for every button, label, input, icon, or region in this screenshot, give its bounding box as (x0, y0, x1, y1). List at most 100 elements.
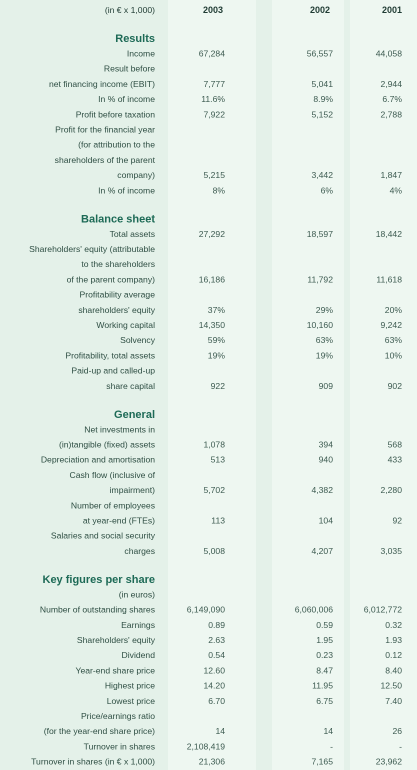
cell-value: 23,962 (376, 757, 403, 767)
row-label: Lowest price (107, 696, 155, 706)
cell-value: 18,597 (307, 229, 334, 239)
unit-label: (in € x 1,000) (105, 5, 155, 15)
cell-value: 0.32 (385, 620, 402, 630)
row-label: Profit before taxation (76, 109, 156, 119)
cell-value: 5,152 (311, 109, 333, 119)
row-label: Paid-up and called-up (71, 366, 155, 376)
cell-value: 2,788 (380, 109, 402, 119)
cell-value: 63% (316, 335, 334, 345)
cell-value: 11.95 (312, 681, 333, 691)
cell-value: 7,165 (311, 757, 333, 767)
row-label: (for attribution to the (78, 140, 155, 150)
cell-value: 21,306 (199, 757, 226, 767)
cell-value: 394 (319, 440, 334, 450)
cell-value: 7.40 (385, 696, 402, 706)
cell-value: 7,777 (203, 79, 225, 89)
cell-value: 19% (208, 350, 226, 360)
cell-value: 104 (319, 516, 334, 526)
cell-value: 11.6% (201, 94, 225, 104)
cell-value: 568 (388, 440, 403, 450)
cell-value: 1,847 (380, 170, 402, 180)
row-label: (in)tangible (fixed) assets (59, 440, 155, 450)
row-label: shareholders of the parent (55, 155, 156, 165)
row-label: charges (124, 546, 155, 556)
cell-value: 513 (211, 455, 226, 465)
row-label: (for the year-end share price) (44, 726, 155, 736)
row-label: company) (117, 170, 155, 180)
section-title: Balance sheet (81, 213, 155, 225)
cell-value: 5,702 (203, 485, 225, 495)
cell-value: 2,944 (380, 79, 402, 89)
column-band (272, 0, 344, 770)
row-label: impairment) (110, 485, 156, 495)
row-label: share capital (106, 381, 155, 391)
cell-value: 12.60 (203, 665, 225, 675)
row-label: (in euros) (119, 589, 155, 599)
cell-value: 8% (213, 185, 226, 195)
row-label: Shareholders' equity (77, 635, 156, 645)
row-label: Year-end share price (76, 665, 156, 675)
cell-value: 0.89 (208, 620, 225, 630)
row-label: In % of income (98, 185, 155, 195)
cell-value: 2,108,419 (187, 741, 225, 751)
row-label: Earnings (121, 620, 155, 630)
cell-value: 63% (385, 335, 403, 345)
row-label: Working capital (96, 320, 155, 330)
cell-value: 26 (392, 726, 402, 736)
cell-value: 3,035 (380, 546, 402, 556)
cell-value: 44,058 (376, 49, 403, 59)
cell-value: 29% (316, 305, 334, 315)
cell-value: 10% (385, 350, 403, 360)
cell-value: 19% (316, 350, 334, 360)
row-label: of the parent company) (67, 274, 156, 284)
row-label: Profit for the financial year (55, 125, 155, 135)
cell-value: 14.20 (203, 681, 225, 691)
cell-value: 1.95 (316, 635, 333, 645)
row-label: Turnover in shares (in € x 1,000) (31, 757, 155, 767)
column-band (350, 0, 417, 770)
cell-value: 7,922 (203, 109, 225, 119)
cell-value: 8.40 (385, 665, 402, 675)
section-title: Results (115, 33, 155, 45)
cell-value: - (330, 741, 333, 751)
cell-value: 20% (385, 305, 403, 315)
row-label: Result before (104, 64, 155, 74)
row-label: Cash flow (inclusive of (70, 470, 156, 480)
row-label: shareholders' equity (78, 305, 155, 315)
row-label: Profitability, total assets (65, 350, 155, 360)
cell-value: 4,207 (311, 546, 333, 556)
cell-value: 14 (323, 726, 333, 736)
cell-value: - (399, 741, 402, 751)
cell-value: 6.75 (316, 696, 333, 706)
cell-value: 5,008 (203, 546, 225, 556)
cell-value: 5,041 (311, 79, 333, 89)
cell-value: 6,149,090 (187, 605, 225, 615)
row-label: Total assets (110, 229, 155, 239)
cell-value: 940 (319, 455, 334, 465)
row-label: In % of income (98, 94, 155, 104)
row-label: Number of employees (71, 500, 155, 510)
cell-value: 11,618 (376, 274, 402, 284)
section-title: General (114, 409, 155, 421)
cell-value: 6.70 (208, 696, 225, 706)
cell-value: 8.9% (313, 94, 333, 104)
row-label: net financing income (EBIT) (49, 79, 155, 89)
cell-value: 1.93 (385, 635, 402, 645)
row-label: Income (127, 49, 155, 59)
cell-value: 37% (208, 305, 226, 315)
row-label: Price/earnings ratio (81, 711, 155, 721)
cell-value: 8.47 (316, 665, 333, 675)
year-header: 2003 (203, 5, 223, 15)
cell-value: 909 (319, 381, 334, 391)
cell-value: 18,442 (376, 229, 403, 239)
cell-value: 14,350 (199, 320, 226, 330)
row-label: Depreciation and amortisation (41, 455, 155, 465)
row-label: Salaries and social security (51, 531, 156, 541)
cell-value: 3,442 (311, 170, 333, 180)
cell-value: 27,292 (199, 229, 226, 239)
row-label: Number of outstanding shares (40, 605, 155, 615)
year-header: 2001 (382, 5, 402, 15)
cell-value: 113 (211, 516, 225, 526)
